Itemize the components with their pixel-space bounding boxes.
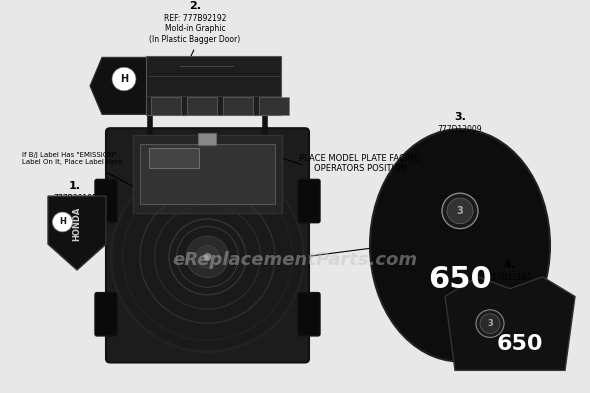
FancyBboxPatch shape: [149, 148, 199, 167]
Circle shape: [442, 193, 478, 229]
FancyBboxPatch shape: [259, 97, 289, 114]
Text: 777D12009: 777D12009: [438, 125, 482, 134]
FancyBboxPatch shape: [298, 293, 320, 336]
Text: H: H: [59, 217, 66, 226]
Text: 650: 650: [497, 334, 543, 354]
Circle shape: [53, 212, 73, 232]
FancyBboxPatch shape: [151, 97, 181, 114]
FancyBboxPatch shape: [95, 293, 117, 336]
Text: eReplacementParts.com: eReplacementParts.com: [172, 251, 418, 269]
Polygon shape: [90, 57, 147, 114]
Circle shape: [196, 246, 219, 268]
Circle shape: [111, 162, 304, 352]
Polygon shape: [48, 196, 106, 270]
Circle shape: [480, 314, 500, 333]
Text: 3: 3: [457, 206, 463, 216]
Circle shape: [186, 236, 229, 278]
Text: PLACE MODEL PLATE FACING
OPERATORS POSITION: PLACE MODEL PLATE FACING OPERATORS POSIT…: [299, 154, 421, 173]
FancyBboxPatch shape: [95, 179, 117, 223]
FancyBboxPatch shape: [133, 135, 282, 213]
Text: 1.: 1.: [69, 181, 81, 191]
Text: H: H: [120, 74, 128, 84]
FancyBboxPatch shape: [298, 179, 320, 223]
Circle shape: [476, 310, 504, 337]
Circle shape: [204, 253, 211, 261]
Text: HONDA: HONDA: [73, 207, 81, 241]
Text: If B/J Label Has "EMISSION"
Label On It, Place Label Here: If B/J Label Has "EMISSION" Label On It,…: [22, 152, 123, 165]
FancyBboxPatch shape: [140, 144, 275, 204]
Text: 3: 3: [487, 319, 493, 328]
Text: ━━━━━━━━━━━━━━━━━━━━━━: ━━━━━━━━━━━━━━━━━━━━━━: [179, 65, 234, 69]
FancyBboxPatch shape: [223, 97, 253, 114]
FancyBboxPatch shape: [106, 128, 309, 362]
FancyBboxPatch shape: [146, 56, 281, 116]
Text: 650: 650: [428, 265, 492, 294]
Circle shape: [447, 198, 473, 224]
Ellipse shape: [370, 129, 550, 362]
FancyBboxPatch shape: [198, 133, 216, 145]
Text: REF: 777B92192
Mold-in Graphic
(In Plastic Bagger Door): REF: 777B92192 Mold-in Graphic (In Plast…: [149, 14, 241, 44]
Text: 3.: 3.: [454, 112, 466, 122]
Text: 2.: 2.: [189, 1, 201, 11]
Circle shape: [112, 67, 136, 91]
Text: 777B30185: 777B30185: [53, 194, 97, 203]
Circle shape: [176, 226, 238, 287]
FancyBboxPatch shape: [187, 97, 217, 114]
Text: 777D12147: 777D12147: [488, 273, 532, 282]
Text: 4.: 4.: [504, 260, 516, 270]
Polygon shape: [445, 277, 575, 370]
